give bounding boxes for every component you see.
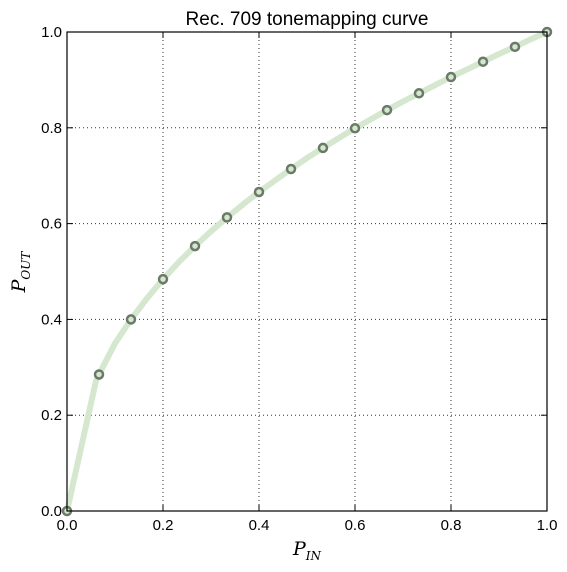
x-tick-label: 0.8	[441, 517, 462, 534]
data-point-marker	[189, 240, 201, 252]
data-point-marker	[477, 56, 489, 67]
y-tick-label: 0.6	[41, 216, 62, 233]
y-axis-label: POUT	[8, 251, 33, 294]
x-tick-label: 1.0	[537, 517, 558, 534]
data-point-marker	[285, 163, 297, 175]
tonemapping-curve-line	[64, 29, 550, 514]
x-tick-label: 0.0	[57, 517, 78, 534]
axis-ticks	[66, 31, 548, 512]
y-tick-label: 0.2	[41, 407, 62, 424]
chart-title: Rec. 709 tonemapping curve	[186, 9, 429, 30]
data-point-marker	[445, 71, 457, 83]
data-point-marker	[221, 212, 233, 223]
y-tick-label: 1.0	[41, 24, 62, 41]
grid-lines	[66, 31, 548, 512]
data-point-marker	[253, 186, 265, 198]
data-point-marker	[381, 104, 393, 116]
x-tick-label: 0.2	[153, 517, 174, 534]
tick-labels: 0.00.0 0.2 0.2 0.4 0.4 0.6 0.6 0.8 0.8 1.0 1.0	[41, 24, 557, 534]
data-point-marker	[509, 41, 521, 53]
data-point-marker	[93, 369, 105, 380]
data-point-marker	[349, 123, 361, 134]
data-point-marker	[157, 273, 169, 285]
marker-layer	[61, 26, 553, 517]
curve-layer	[64, 29, 550, 514]
x-axis-label: PIN	[292, 538, 322, 563]
y-tick-label: 0.8	[41, 120, 62, 137]
x-tick-label: 0.6	[345, 517, 366, 534]
data-point-marker	[413, 88, 425, 99]
plot-frame	[66, 31, 548, 512]
y-tick-label: 0.0	[41, 503, 62, 520]
data-point-marker	[317, 142, 329, 154]
data-point-marker	[125, 314, 137, 325]
x-tick-label: 0.4	[249, 517, 270, 534]
y-tick-label: 0.4	[41, 311, 62, 328]
